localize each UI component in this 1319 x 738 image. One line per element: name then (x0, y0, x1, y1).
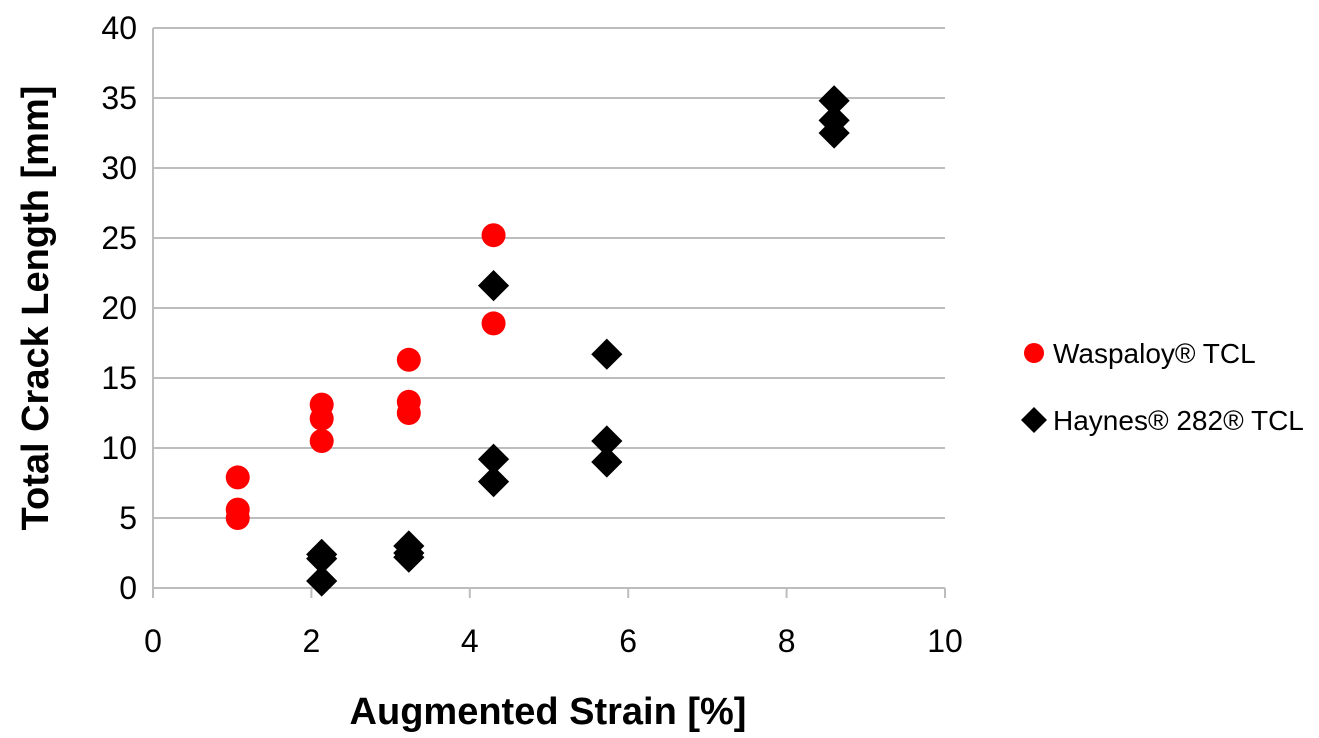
legend-marker-waspaloy (1024, 343, 1044, 363)
y-axis-title: Total Crack Length [mm] (15, 86, 57, 531)
data-point-haynes-10 (591, 425, 623, 457)
data-point-haynes-1 (306, 543, 338, 575)
y-tick-label-25: 25 (101, 220, 137, 256)
x-tick-label-2: 2 (303, 623, 321, 659)
x-tick-label-8: 8 (778, 623, 796, 659)
x-tick-label-6: 6 (619, 623, 637, 659)
grid-layer (153, 27, 945, 519)
y-tick-label-35: 35 (101, 80, 137, 116)
x-tick-label-10: 10 (927, 623, 963, 659)
data-point-haynes-2 (306, 565, 338, 597)
y-tick-label-40: 40 (101, 10, 137, 46)
legend: Waspaloy® TCL Haynes® 282® TCL (1021, 338, 1304, 436)
data-point-waspaloy-2 (225, 506, 250, 530)
data-point-haynes-12 (818, 85, 850, 117)
data-point-haynes-14 (818, 117, 850, 149)
x-axis-title: Augmented Strain [%] (350, 691, 747, 733)
data-point-haynes-8 (477, 466, 510, 498)
y-tick-label-20: 20 (101, 290, 137, 326)
data-point-waspaloy-6 (396, 347, 421, 372)
tick-label-layer: 0 2 4 6 8 10 0 5 10 15 20 25 30 35 40 (101, 10, 962, 659)
data-point-waspaloy-10 (481, 311, 506, 336)
legend-marker-haynes (1021, 407, 1047, 433)
data-point-waspaloy-5 (309, 429, 334, 453)
data-point-haynes-9 (591, 338, 623, 370)
data-point-waspaloy-8 (396, 401, 421, 425)
data-point-haynes-7 (477, 443, 510, 475)
data-point-haynes-6 (477, 270, 510, 302)
y-tick-label-30: 30 (101, 150, 137, 186)
data-points-layer (225, 85, 850, 597)
data-point-waspaloy-4 (309, 406, 334, 431)
y-tick-label-5: 5 (119, 500, 137, 536)
y-tick-label-10: 10 (101, 430, 137, 466)
data-point-waspaloy-0 (225, 465, 250, 490)
legend-label-waspaloy: Waspaloy® TCL (1053, 338, 1256, 369)
y-tick-label-0: 0 (119, 570, 137, 606)
data-point-haynes-11 (591, 446, 623, 478)
y-tick-label-15: 15 (101, 360, 137, 396)
x-tick-label-4: 4 (461, 623, 479, 659)
legend-label-haynes: Haynes® 282® TCL (1053, 405, 1304, 436)
x-tick-label-0: 0 (144, 623, 162, 659)
data-point-haynes-5 (393, 541, 425, 573)
data-point-waspaloy-9 (481, 223, 506, 248)
axis-layer (152, 28, 946, 598)
